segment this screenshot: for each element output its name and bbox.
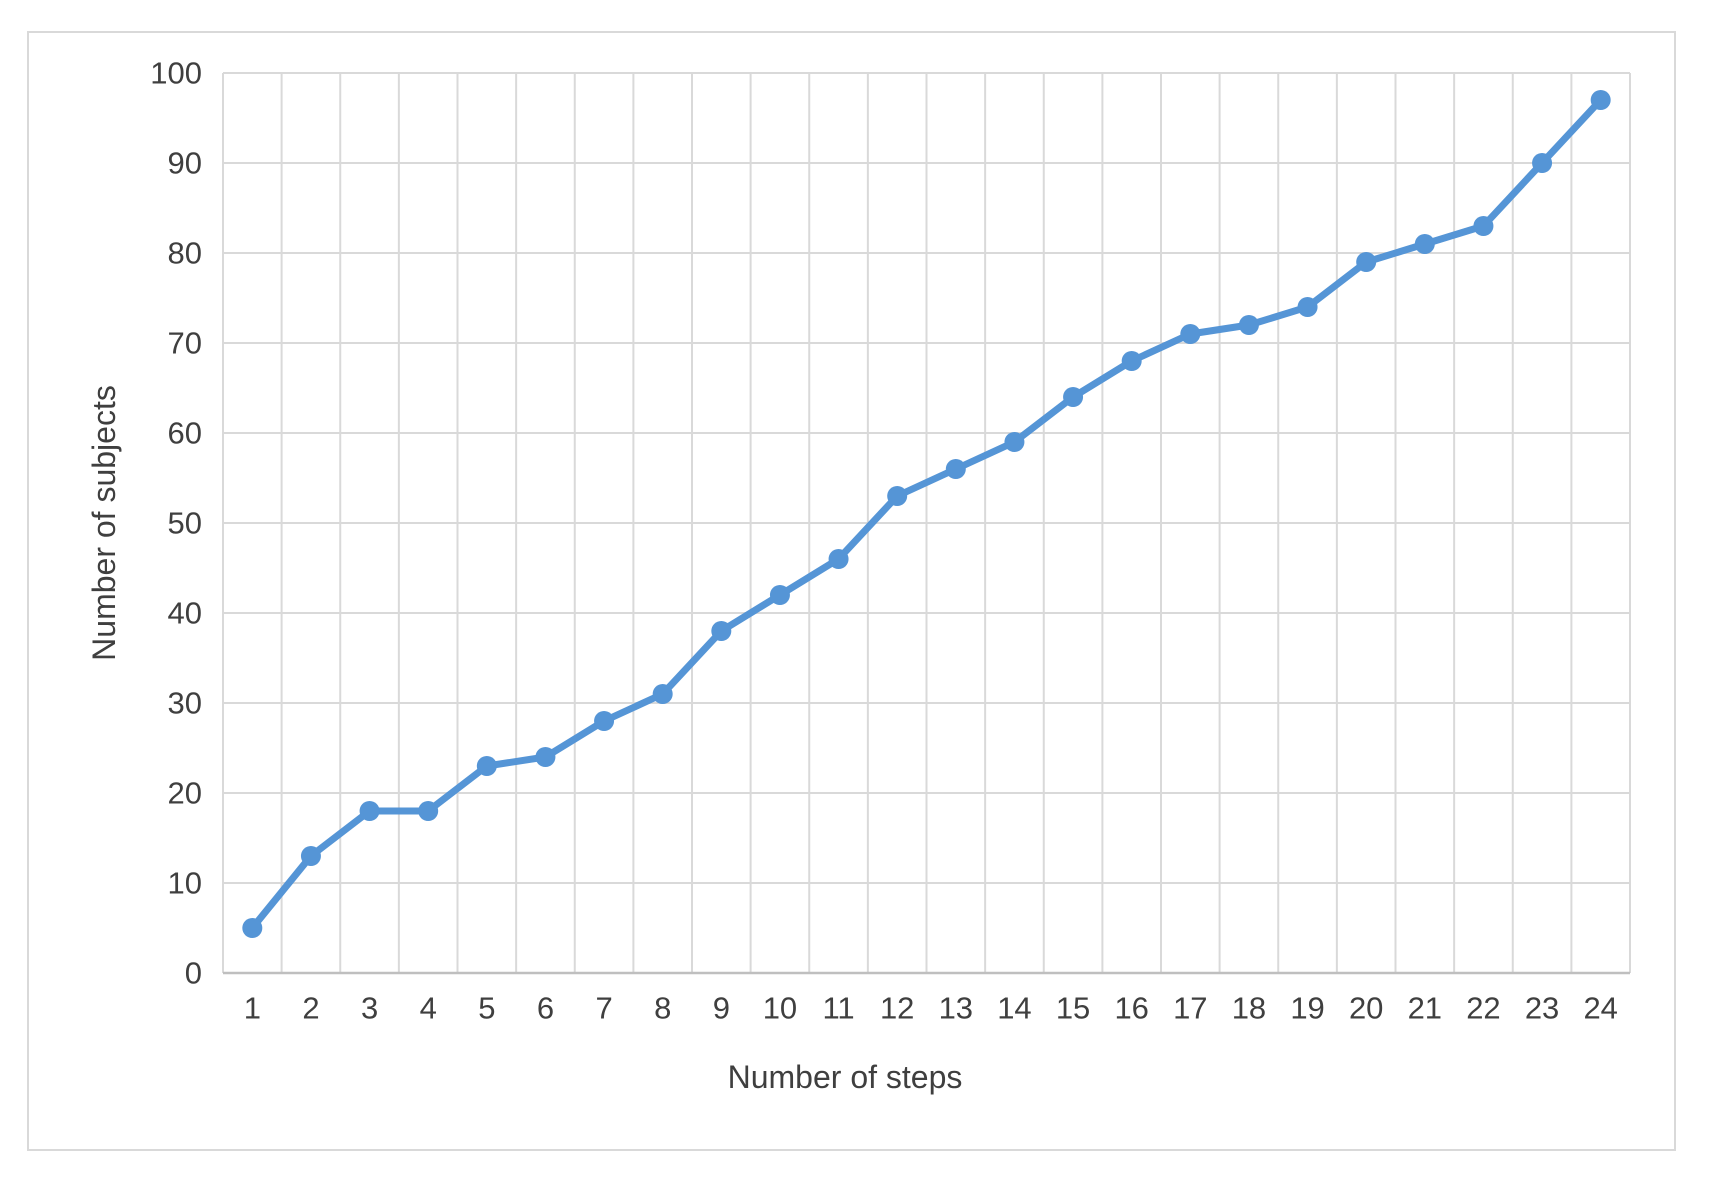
y-tick-label: 50: [168, 506, 202, 541]
data-point: [828, 549, 849, 569]
x-tick-label: 3: [361, 991, 378, 1026]
y-tick-label: 60: [168, 416, 202, 451]
x-tick-label: 23: [1525, 991, 1559, 1026]
x-tick-label: 16: [1114, 991, 1148, 1026]
y-tick-label: 40: [168, 596, 202, 631]
y-tick-label: 20: [168, 776, 202, 811]
x-tick-label: 1: [244, 991, 261, 1026]
chart-frame: [27, 31, 1676, 1151]
y-axis-title: Number of subjects: [86, 385, 122, 661]
x-tick-label: 17: [1173, 991, 1207, 1026]
x-tick-label: 13: [939, 991, 973, 1026]
x-tick-label: 18: [1232, 991, 1266, 1026]
data-point: [1590, 90, 1611, 110]
y-tick-label: 0: [185, 956, 202, 991]
data-point: [1532, 153, 1553, 173]
y-tick-labels: 0 10 20 30 40 50 60 70 80 90 100: [150, 56, 202, 991]
x-tick-label: 15: [1056, 991, 1090, 1026]
x-tick-label: 14: [997, 991, 1031, 1026]
x-tick-label: 4: [420, 991, 437, 1026]
x-tick-label: 19: [1290, 991, 1324, 1026]
x-tick-label: 21: [1408, 991, 1442, 1026]
data-point: [1063, 387, 1084, 407]
data-point: [945, 459, 966, 479]
x-tick-label: 20: [1349, 991, 1383, 1026]
y-tick-label: 10: [168, 866, 202, 901]
data-point: [711, 621, 732, 641]
x-tick-label: 22: [1466, 991, 1500, 1026]
data-point: [887, 486, 908, 506]
data-point: [1414, 234, 1435, 254]
data-point: [1356, 252, 1377, 272]
data-point: [359, 801, 380, 821]
data-series: [242, 90, 1611, 938]
data-line: [248, 96, 1605, 932]
data-point: [652, 684, 673, 704]
data-point: [535, 747, 556, 767]
y-tick-label: 70: [168, 326, 202, 361]
x-axis-title: Number of steps: [728, 1059, 963, 1095]
data-point: [594, 711, 615, 731]
x-tick-label: 24: [1583, 991, 1617, 1026]
data-point: [1180, 324, 1201, 344]
data-point: [418, 801, 439, 821]
x-tick-label: 10: [763, 991, 797, 1026]
x-tick-label: 9: [713, 991, 730, 1026]
data-point: [1238, 315, 1259, 335]
x-tick-label: 7: [595, 991, 612, 1026]
x-tick-label: 5: [478, 991, 495, 1026]
y-tick-label: 100: [150, 56, 202, 91]
data-point: [476, 756, 497, 776]
data-point: [242, 918, 263, 938]
x-tick-label: 12: [880, 991, 914, 1026]
x-tick-label: 11: [822, 991, 854, 1026]
y-tick-label: 80: [168, 236, 202, 271]
x-tick-label: 2: [302, 991, 319, 1026]
y-tick-label: 30: [168, 686, 202, 721]
x-tick-label: 6: [537, 991, 554, 1026]
data-point: [769, 585, 790, 605]
data-point: [300, 846, 321, 866]
horizontal-gridlines: [223, 72, 1630, 884]
data-point: [1121, 351, 1142, 371]
data-point: [1297, 297, 1318, 317]
x-tick-labels: 1 2 3 4 5 6 7 8 9 10 11 12 13 14 15 16 17 18 19 20 21 22 23 24: [244, 991, 1618, 1026]
y-tick-label: 90: [168, 146, 202, 181]
data-point: [1473, 216, 1494, 236]
data-point: [1004, 432, 1025, 452]
x-tick-label: 8: [654, 991, 671, 1026]
